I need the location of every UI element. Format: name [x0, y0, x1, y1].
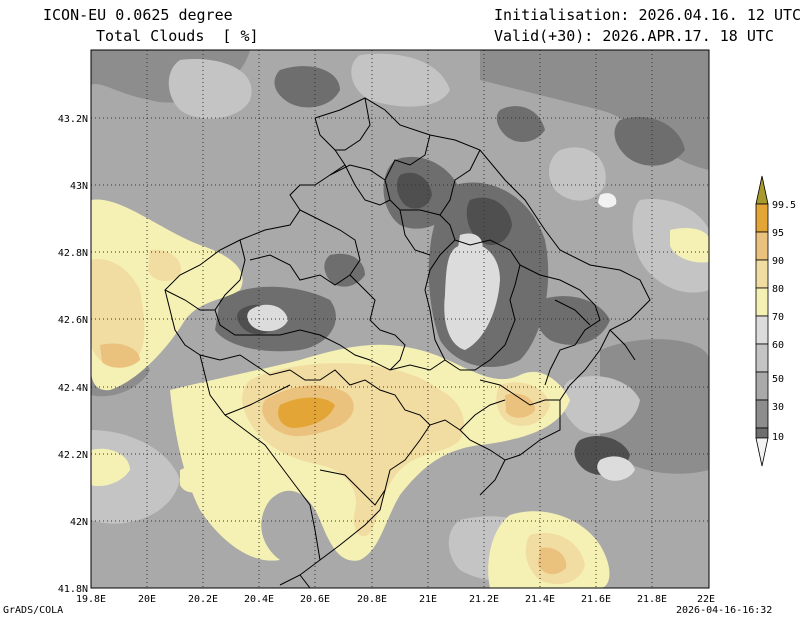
y-tick-label: 42.2N	[58, 450, 88, 461]
y-tick-label: 42.6N	[58, 315, 88, 326]
colorbar-box-0	[755, 427, 769, 439]
x-tick-label: 19.8E	[76, 594, 106, 605]
colorbar-bottom-arrow	[755, 437, 769, 467]
x-tick-label: 20.6E	[300, 594, 330, 605]
y-tick-label: 42N	[70, 517, 88, 528]
y-tick-label: 42.8N	[58, 248, 88, 259]
colorbar-box-10	[755, 399, 769, 429]
software-credit: GrADS/COLA	[3, 605, 64, 616]
x-tick-label: 21E	[419, 594, 437, 605]
colorbar-label: 70	[772, 312, 784, 323]
colorbar-label: 80	[772, 284, 784, 295]
y-tick-label: 43N	[70, 181, 88, 192]
x-axis-labels: 19.8E 20E 20.2E 20.4E 20.6E 20.8E 21E 21…	[76, 594, 715, 605]
initialisation-time: Initialisation: 2026.04.16. 12 UTC	[494, 6, 800, 24]
admin-boundaries	[164, 97, 651, 588]
colorbar-box-95	[755, 203, 769, 233]
cloud-field	[91, 50, 709, 588]
colorbar-label: 90	[772, 256, 784, 267]
colorbar-box-30	[755, 371, 769, 401]
x-tick-label: 20E	[138, 594, 156, 605]
render-timestamp: 2026-04-16-16:32	[676, 605, 773, 616]
colorbar	[755, 175, 769, 467]
colorbar-label: 60	[772, 340, 784, 351]
x-tick-label: 20.8E	[357, 594, 387, 605]
colorbar-box-60	[755, 315, 769, 345]
colorbar-box-90	[755, 231, 769, 261]
colorbar-box-80	[755, 259, 769, 289]
x-tick-label: 22E	[697, 594, 715, 605]
x-tick-label: 20.2E	[188, 594, 218, 605]
colorbar-label: 30	[772, 402, 784, 413]
valid-time: Valid(+30): 2026.APR.17. 18 UTC	[494, 27, 774, 45]
y-tick-label: 42.4N	[58, 383, 88, 394]
y-tick-label: 41.8N	[58, 584, 88, 595]
colorbar-box-70	[755, 287, 769, 317]
map-title-model: ICON-EU 0.0625 degree	[43, 6, 233, 24]
map-title-variable: Total Clouds [ %]	[96, 27, 259, 45]
y-tick-label: 43.2N	[58, 114, 88, 125]
colorbar-label: 95	[772, 228, 784, 239]
x-tick-label: 21.4E	[525, 594, 555, 605]
colorbar-box-50	[755, 343, 769, 373]
x-tick-label: 21.6E	[581, 594, 611, 605]
x-tick-label: 21.2E	[469, 594, 499, 605]
x-tick-label: 20.4E	[244, 594, 274, 605]
colorbar-labels: 99.5 95 90 80 70 60 50 30 10	[772, 200, 796, 443]
plot-frame	[90, 49, 710, 589]
colorbar-label: 99.5	[772, 200, 796, 211]
colorbar-top-arrow	[755, 175, 769, 205]
y-axis-labels: 43.2N 43N 42.8N 42.6N 42.4N 42.2N 42N 41…	[58, 114, 88, 595]
x-tick-label: 21.8E	[637, 594, 667, 605]
colorbar-label: 10	[772, 432, 784, 443]
colorbar-label: 50	[772, 374, 784, 385]
graticule	[91, 50, 709, 588]
